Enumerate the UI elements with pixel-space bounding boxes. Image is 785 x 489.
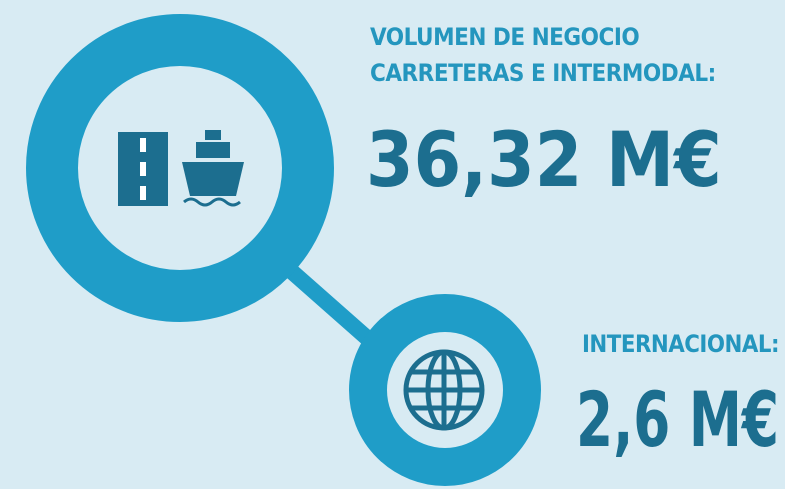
value: 2,6 M€	[576, 375, 779, 464]
globe-icon	[403, 349, 485, 431]
connector	[284, 264, 381, 351]
ring-small	[349, 294, 541, 486]
label-line: INTERNACIONAL:	[582, 330, 779, 358]
label-line: VOLUMEN DE NEGOCIO	[370, 23, 639, 51]
label-line: CARRETERAS E INTERMODAL:	[370, 59, 716, 87]
ring-large	[26, 14, 334, 322]
road-icon	[118, 132, 168, 206]
ship-icon	[182, 130, 244, 207]
value: 36,32 M€	[366, 115, 722, 204]
